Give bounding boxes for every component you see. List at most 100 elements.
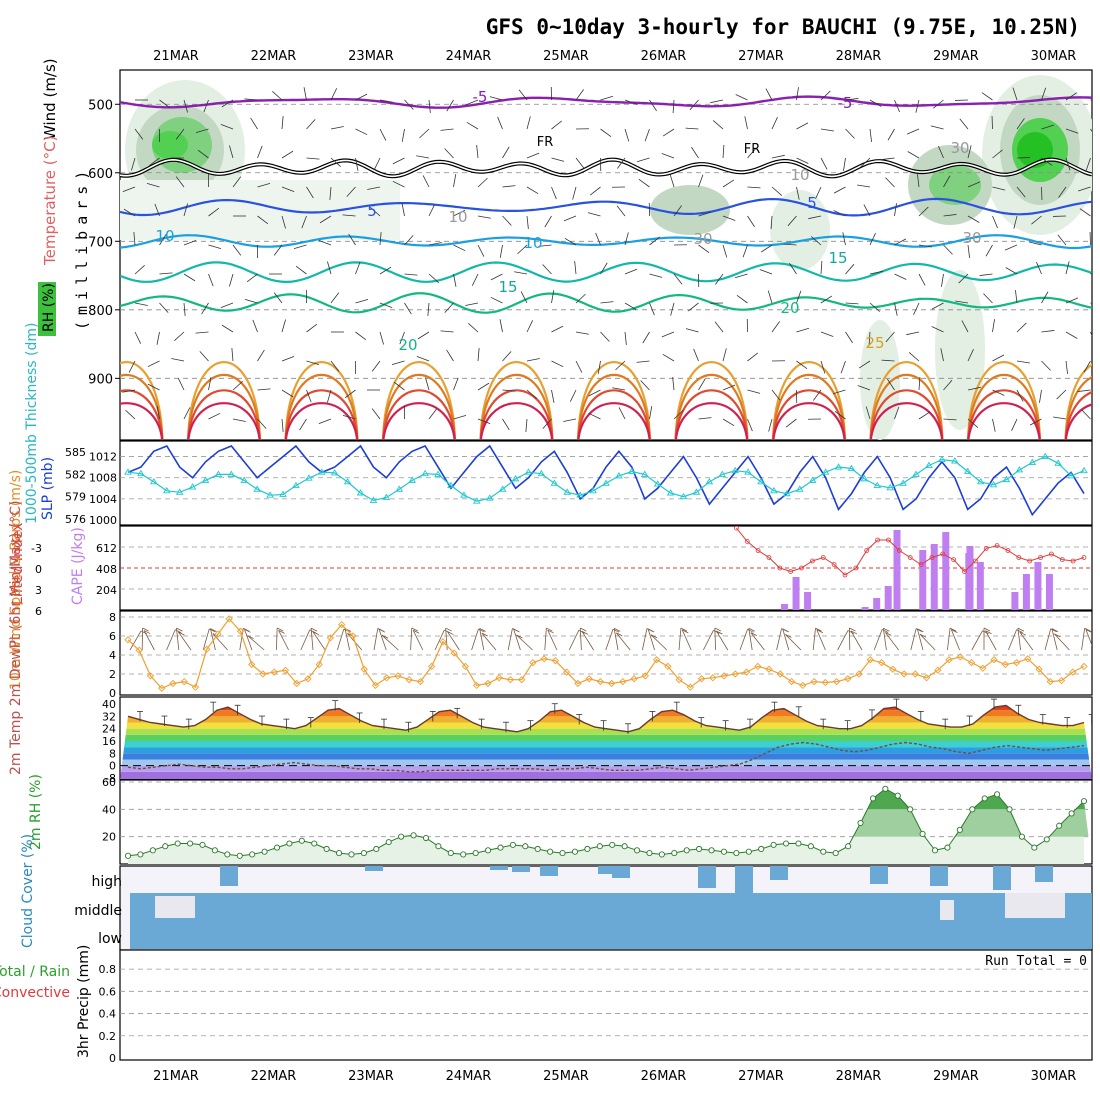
wind-barb [1029, 418, 1042, 426]
wind-speed-point [203, 645, 211, 653]
wind10m-barb [516, 634, 533, 651]
wind-barb [918, 411, 931, 420]
thickness-point [666, 489, 675, 496]
wind-barb [544, 215, 552, 228]
rh-tick-label: 60 [102, 776, 116, 789]
wind10m-barb [178, 631, 192, 651]
warm-contour [284, 374, 359, 440]
wind-barb [673, 273, 683, 285]
cloud-high-bar [540, 866, 558, 876]
rh-point [311, 840, 318, 847]
thickness-point [976, 477, 985, 485]
wind-barb [958, 273, 969, 284]
thickness-point [705, 477, 714, 485]
rh-point [485, 847, 492, 854]
wind-barb [416, 355, 430, 362]
wind10m-barb-flag [411, 627, 418, 632]
wind-barb [122, 186, 136, 193]
cloud-gap [1005, 893, 1065, 918]
wind-barb [868, 331, 871, 345]
precip-tick-label: 0 [109, 1052, 116, 1065]
cape-bar [792, 577, 800, 610]
wind-barb [446, 349, 454, 362]
wind-barb [722, 348, 727, 362]
wind-barb [444, 302, 454, 313]
wind-barb [502, 418, 510, 431]
li-point [1005, 548, 1011, 553]
wind-barb [588, 389, 601, 397]
rh-point [807, 843, 814, 850]
thickness-point [201, 476, 210, 483]
wind-barb [735, 94, 748, 101]
rh-point [273, 844, 281, 851]
wind-speed-point [664, 662, 672, 671]
li-point [1016, 555, 1022, 560]
wind-speed-point [349, 632, 357, 640]
wind-barb [967, 418, 979, 428]
wind-barb [133, 232, 136, 246]
wind-speed-point [574, 679, 582, 688]
rh-point [447, 850, 454, 857]
wind-barb [820, 360, 826, 374]
temperature-label: Temperature (°C) [41, 136, 59, 266]
isotherm-15 [120, 261, 1092, 283]
wind-barb [917, 174, 920, 188]
wind-speed-point [742, 668, 751, 676]
slp-thickness-panel: 1012 1008 1004 1000 585 582 579 576 1000-500mb … [24, 323, 1093, 527]
wind-barb [379, 302, 393, 309]
thickness-point [886, 483, 895, 491]
wind-barb [183, 203, 188, 217]
rh-point [708, 847, 715, 854]
warm-contour [1065, 403, 1092, 440]
thickness-point [718, 470, 727, 477]
wind-barb [833, 186, 846, 194]
cloud-high-bar [735, 866, 753, 894]
wind-barb [698, 211, 712, 217]
wind-barb [273, 244, 283, 256]
wind-barb [931, 302, 944, 310]
wind10m-barb-flag [747, 628, 754, 633]
wind-barb [685, 127, 699, 130]
wind10m-barb [748, 628, 753, 651]
thickness-point [150, 477, 158, 485]
wind-barb [379, 128, 387, 141]
wind10m-barb-flag [883, 627, 890, 632]
wind-barb [416, 155, 430, 159]
rh-point [124, 852, 132, 859]
wind-barb [1013, 215, 1018, 229]
wind-barb [869, 128, 872, 142]
warm-contour [382, 389, 456, 440]
wind-barb [930, 125, 944, 130]
warm-contour [284, 389, 359, 440]
wind-barb [981, 92, 993, 101]
wind10m-barb [481, 632, 497, 651]
wind-barb [698, 417, 712, 420]
wind-barb [820, 295, 833, 304]
wind-barb [502, 215, 512, 226]
wind-barb [134, 302, 148, 306]
rh-point [696, 845, 703, 853]
thickness-point [563, 488, 572, 495]
rh-point [931, 847, 939, 854]
wind-barb [600, 331, 610, 342]
warm-contour [382, 360, 456, 440]
cape-bar [976, 562, 984, 610]
thickness-tick-label: 579 [65, 491, 86, 504]
wind-barb [370, 207, 381, 217]
wind-barb [1065, 297, 1079, 304]
wind-barb [918, 377, 921, 391]
wind-speed-point [821, 678, 829, 687]
warm-contour [120, 374, 164, 440]
rh-tick-label: 20 [102, 831, 116, 844]
wind-barb [734, 273, 748, 279]
cape-bar [873, 598, 881, 610]
wind-barb [771, 186, 783, 196]
wind10m-barb-flag [481, 632, 489, 637]
wind-speed-point [832, 677, 841, 686]
wind-barb [747, 186, 761, 189]
wind-speed-point [652, 656, 661, 664]
temp-tick-label: 32 [102, 710, 116, 723]
li-point [951, 557, 957, 562]
rh-point [845, 843, 852, 850]
wind-speed-point [461, 662, 470, 671]
